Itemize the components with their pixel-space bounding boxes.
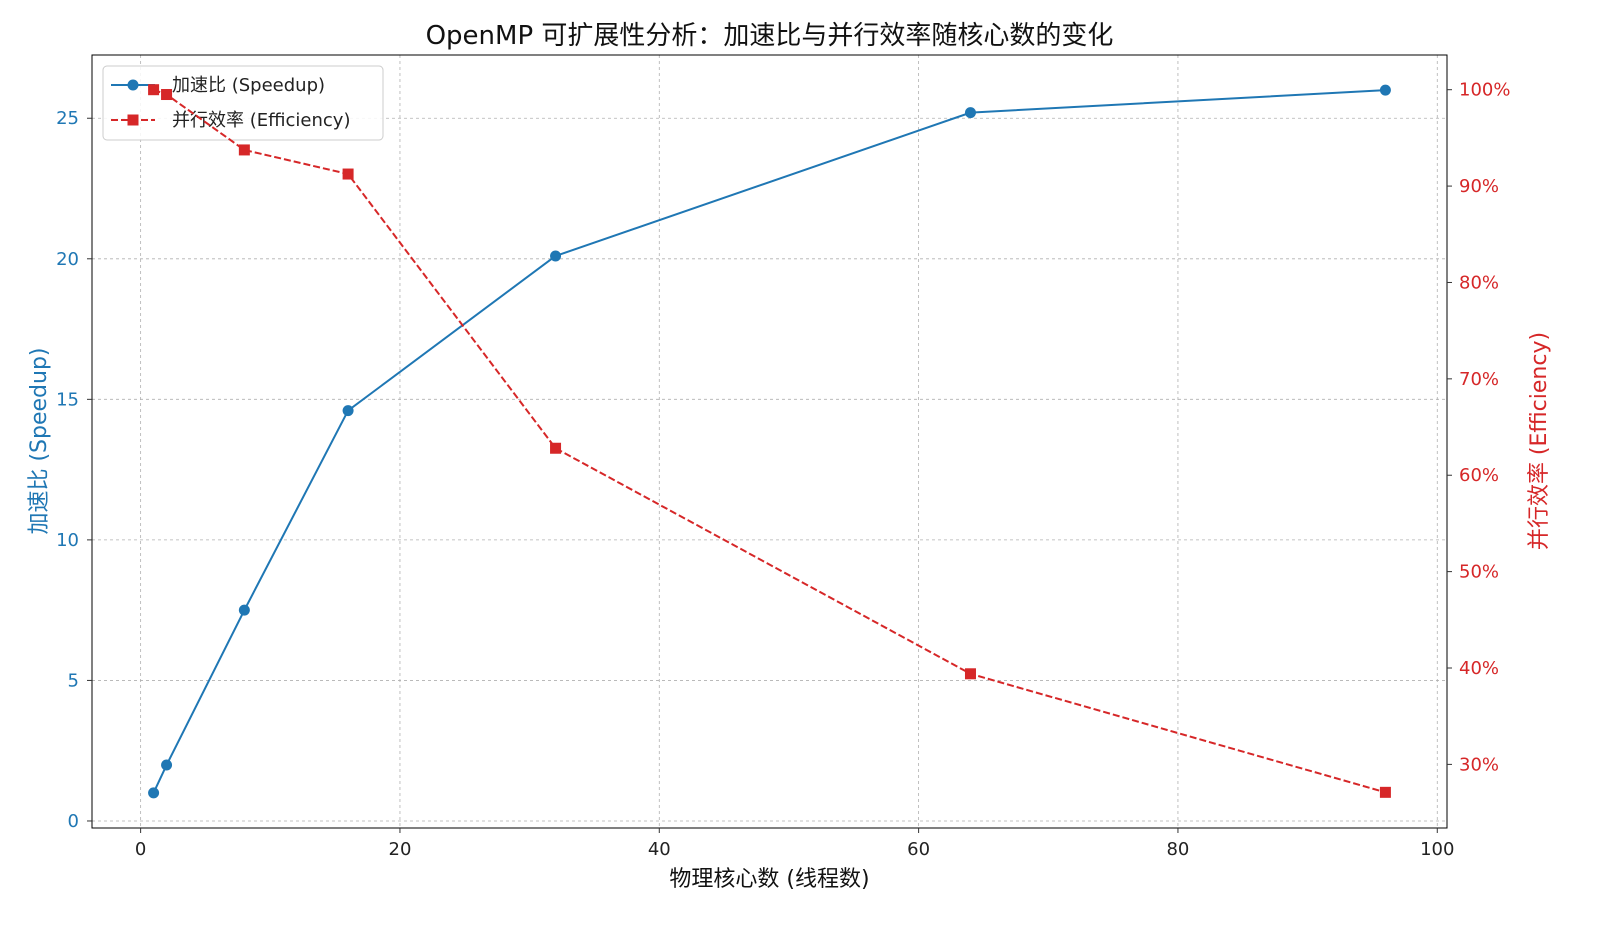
y-right-tick-label: 30% [1459, 754, 1499, 775]
efficiency-point [1379, 786, 1391, 798]
efficiency-point [550, 442, 562, 454]
legend-label-speedup: 加速比 (Speedup) [172, 75, 325, 96]
y-axis-left-label: 加速比 (Speedup) [27, 347, 52, 534]
efficiency-point [161, 89, 173, 101]
y-axis-right-ticks: 30% 40% 50% 60% 70% 80% 90% 100% [1447, 80, 1510, 775]
legend-label-efficiency: 并行效率 (Efficiency) [172, 110, 350, 131]
y-left-tick-label: 5 [68, 670, 79, 691]
y-left-tick-label: 20 [56, 249, 79, 270]
y-left-tick-label: 15 [56, 389, 79, 410]
y-left-tick-label: 25 [56, 108, 79, 129]
x-tick-label: 40 [648, 839, 671, 860]
grid-lines [92, 55, 1447, 828]
y-left-tick-label: 10 [56, 530, 79, 551]
y-right-tick-label: 100% [1459, 80, 1510, 101]
efficiency-point [148, 84, 160, 96]
speedup-series [148, 84, 1391, 799]
y-axis-left-ticks: 0 5 10 15 20 25 [56, 108, 92, 832]
x-axis-ticks: 0 20 40 60 80 100 [135, 828, 1454, 860]
speedup-point [148, 787, 160, 799]
x-axis-label: 物理核心数 (线程数) [669, 867, 869, 892]
x-tick-label: 0 [135, 839, 146, 860]
efficiency-point [964, 668, 976, 680]
y-right-tick-label: 60% [1459, 465, 1499, 486]
speedup-point [964, 107, 976, 119]
y-right-tick-label: 80% [1459, 272, 1499, 293]
y-left-tick-label: 0 [68, 811, 79, 832]
y-axis-right-label: 并行效率 (Efficiency) [1527, 332, 1552, 550]
legend-entry-speedup: 加速比 (Speedup) [111, 75, 325, 96]
efficiency-series [148, 84, 1391, 798]
legend-entry-efficiency: 并行效率 (Efficiency) [111, 110, 350, 131]
legend-marker-efficiency [127, 114, 139, 126]
speedup-point [550, 250, 562, 262]
plot-frame [91, 54, 1448, 829]
x-tick-label: 60 [907, 839, 930, 860]
speedup-point [238, 604, 250, 616]
speedup-point [342, 405, 354, 417]
legend-box [102, 65, 384, 141]
y-right-tick-label: 90% [1459, 176, 1499, 197]
x-tick-label: 80 [1166, 839, 1189, 860]
speedup-point [1379, 84, 1391, 96]
speedup-point [161, 759, 173, 771]
efficiency-point [342, 168, 354, 180]
y-right-tick-label: 40% [1459, 658, 1499, 679]
x-tick-label: 100 [1420, 839, 1454, 860]
y-right-tick-label: 50% [1459, 562, 1499, 583]
chart-title: OpenMP 可扩展性分析：加速比与并行效率随核心数的变化 [426, 21, 1114, 51]
legend: 加速比 (Speedup) 并行效率 (Efficiency) [102, 65, 384, 141]
x-tick-label: 20 [389, 839, 412, 860]
efficiency-point [238, 144, 250, 156]
legend-marker-speedup [127, 79, 139, 91]
y-right-tick-label: 70% [1459, 369, 1499, 390]
